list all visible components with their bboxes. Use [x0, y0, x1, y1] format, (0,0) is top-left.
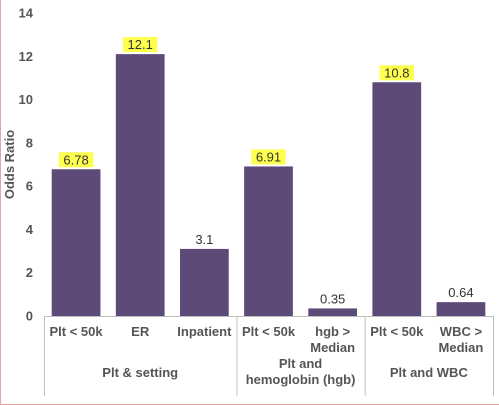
category-label: hgb > Median [310, 324, 355, 355]
category-label: Plt < 50k [50, 324, 104, 339]
y-tick-label: 4 [26, 222, 34, 237]
bar [372, 82, 422, 316]
bar [179, 248, 229, 316]
y-tick-label: 10 [19, 92, 33, 107]
category-label: Plt < 50k [370, 324, 424, 339]
data-label: 3.1 [195, 232, 213, 247]
bar [51, 169, 101, 316]
category-label-line: WBC > [440, 324, 483, 339]
y-tick-label: 8 [26, 135, 33, 150]
bar [308, 308, 358, 316]
data-label: 0.64 [448, 285, 473, 300]
category-label-line: hgb > [315, 324, 350, 339]
bar-layer [51, 54, 486, 316]
category-label-line: Plt < 50k [50, 324, 104, 339]
y-tick-label: 2 [26, 265, 33, 280]
left-border [0, 0, 1, 405]
category-label: WBC > Median [439, 324, 484, 355]
group-label-line: hemoglobin (hgb) [246, 372, 356, 387]
category-label-line: Plt < 50k [242, 324, 296, 339]
value-label-highlight [251, 149, 286, 165]
group-label: Plt & setting [102, 365, 178, 380]
axis-layer: Odds Ratio 0 2 4 6 8 10 12 14 [2, 6, 494, 396]
category-label: Inpatient [177, 324, 232, 339]
data-label: 10.8 [384, 65, 409, 80]
value-label-highlight [58, 152, 94, 168]
group-label-line: Plt and [279, 356, 322, 371]
bar [244, 166, 293, 316]
y-tick-label: 0 [26, 309, 33, 324]
category-label: ER [131, 324, 150, 339]
group-label-line: Plt & setting [102, 365, 178, 380]
y-tick-label: 6 [26, 179, 33, 194]
y-axis-title: Odds Ratio [2, 130, 17, 199]
category-label-line: Median [439, 340, 484, 355]
bar [436, 302, 486, 316]
category-label-line: ER [131, 324, 150, 339]
group-label-line: Plt and WBC [390, 365, 469, 380]
group-label: Plt and hemoglobin (hgb) [246, 356, 356, 387]
group-label: Plt and WBC [390, 365, 469, 380]
label-layer: 6.78 Plt < 50k 12.1 ER 3.1 Inpatient 6.91 Plt <… [50, 37, 484, 387]
bar [115, 54, 165, 316]
data-label: 12.1 [128, 37, 153, 52]
data-label: 0.35 [320, 291, 345, 306]
category-label-line: Median [310, 340, 355, 355]
value-label-highlight [123, 37, 158, 53]
category-label-line: Plt < 50k [370, 324, 424, 339]
data-label: 6.91 [256, 149, 281, 164]
y-tick-label: 12 [19, 49, 33, 64]
data-label: 6.78 [63, 152, 88, 167]
y-tick-label: 14 [19, 6, 34, 21]
category-label-line: Inpatient [177, 324, 232, 339]
category-label: Plt < 50k [242, 324, 296, 339]
value-label-highlight [379, 65, 414, 81]
